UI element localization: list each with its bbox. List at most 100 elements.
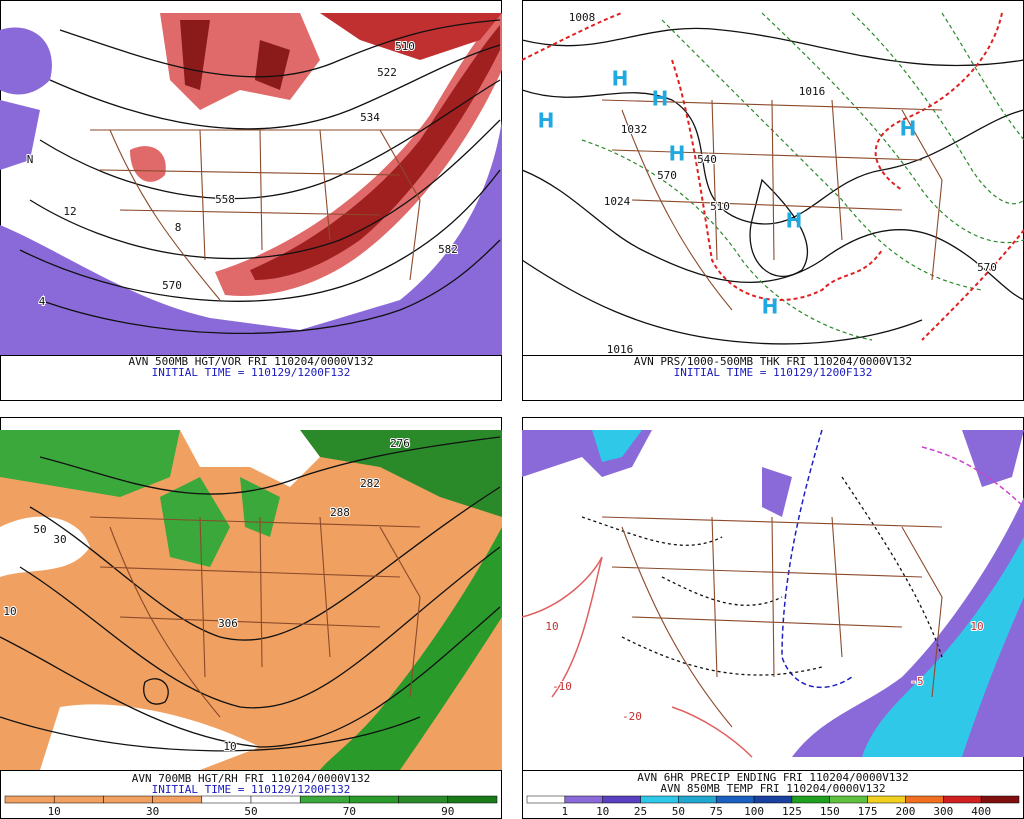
thickness <box>761 12 1024 244</box>
isobar <box>749 178 809 277</box>
contour-label: 12 <box>63 205 76 218</box>
colorbar-swatch <box>447 795 498 804</box>
colorbar-swatch <box>53 795 104 804</box>
contour-label: N <box>27 153 34 166</box>
thickness <box>581 139 873 341</box>
panel-title: AVN 500MB HGT/VOR FRI 110204/0000V132 <box>128 355 373 368</box>
panel-700mb: 10 30 50 70 90 AVN 700MB HGT/RH FRI 110204/0… <box>0 417 502 819</box>
vort-negative <box>0 120 502 355</box>
rh-high <box>0 430 180 497</box>
contour-label: 10 <box>545 620 558 633</box>
isobar <box>522 169 1024 301</box>
rh-high <box>300 430 502 517</box>
panel-title: AVN 6HR PRECIP ENDING FRI 110204/0000V13… <box>637 771 909 784</box>
high-marker: H <box>612 67 629 91</box>
colorbar-label: 200 <box>896 805 916 818</box>
colorbar-swatch <box>943 795 982 804</box>
high-marker: H <box>900 117 917 141</box>
boundary <box>601 516 943 728</box>
thickness-warm <box>874 12 1003 191</box>
colorbar-label: 30 <box>146 805 159 818</box>
vort-positive <box>130 146 166 182</box>
contour-label: 1016 <box>799 85 826 98</box>
colorbar-swatch <box>564 795 603 804</box>
boundary <box>89 516 421 718</box>
thickness-warm <box>921 229 1024 341</box>
panel-subtitle: INITIAL TIME = 110129/1200F132 <box>152 366 351 379</box>
high-marker: H <box>786 209 803 233</box>
colorbar-label: 125 <box>782 805 802 818</box>
colorbar-swatch <box>602 795 641 804</box>
map <box>522 12 1024 345</box>
thickness <box>661 19 983 291</box>
divider <box>0 355 502 356</box>
colorbar-label: 150 <box>820 805 840 818</box>
colorbar-swatch <box>152 795 203 804</box>
precip <box>592 430 642 462</box>
colorbar-label: 90 <box>441 805 454 818</box>
isotherm-zero <box>921 446 1024 508</box>
contour-label: 10 <box>223 740 236 753</box>
colorbar-swatch <box>867 795 906 804</box>
high-marker: H <box>669 142 686 166</box>
colorbar-swatch <box>829 795 868 804</box>
isobar <box>522 27 1024 67</box>
isotherm-warm <box>671 706 753 758</box>
contour-label: 30 <box>53 533 66 546</box>
divider <box>0 770 502 771</box>
map <box>522 429 1024 758</box>
isotherm-warm <box>522 556 603 698</box>
colorbar-swatch <box>678 795 717 804</box>
panel-title: AVN PRS/1000-500MB THK FRI 110204/0000V1… <box>634 355 912 368</box>
panel-title: AVN 700MB HGT/RH FRI 110204/0000V132 <box>132 772 370 785</box>
contour-label: 1024 <box>604 195 631 208</box>
colorbar-swatch <box>201 795 252 804</box>
contour-label: -20 <box>622 710 642 723</box>
contour <box>39 79 501 200</box>
colorbar-swatch <box>980 795 1020 804</box>
colorbar-label: 175 <box>858 805 878 818</box>
divider <box>522 355 1024 356</box>
contour-label: 4 <box>39 295 46 308</box>
contour-label: 570 <box>162 279 182 292</box>
contour <box>0 716 421 752</box>
panel-thickness: AVN PRS/1000-500MB THK FRI 110204/0000V1… <box>522 0 1024 401</box>
isobar <box>522 259 923 345</box>
contour-label: 8 <box>175 221 182 234</box>
contour <box>59 19 501 78</box>
precip <box>862 537 1024 757</box>
colorbar-label: 1 <box>562 805 569 818</box>
colorbar-label: 50 <box>672 805 685 818</box>
panel-subtitle: INITIAL TIME = 110129/1200F132 <box>674 366 873 379</box>
colorbar-swatch <box>398 795 449 804</box>
thickness-warm <box>522 12 623 61</box>
panel-500mb: AVN 500MB HGT/VOR FRI 110204/0000V132INI… <box>0 0 502 401</box>
colorbar: 10 30 50 70 90 <box>4 795 498 818</box>
contour <box>39 239 501 335</box>
contour-label: 510 <box>710 200 730 213</box>
vort-max <box>180 20 290 90</box>
contour-label: 1032 <box>621 123 648 136</box>
colorbar-swatch <box>753 795 793 804</box>
rh-dry <box>40 704 260 770</box>
panel-subtitle: INITIAL TIME = 110129/1200F132 <box>152 783 351 796</box>
contour-label: 558 <box>215 193 235 206</box>
rh-dry <box>180 430 320 487</box>
colorbar-label: 300 <box>933 805 953 818</box>
colorbar-label: 10 <box>596 805 609 818</box>
precip <box>762 430 1024 517</box>
boundary <box>601 99 943 311</box>
rh-high <box>320 527 502 770</box>
contour-label: 522 <box>377 66 397 79</box>
rh-high <box>160 477 280 567</box>
contour-label: 534 <box>360 111 380 124</box>
colorbar-swatch <box>299 795 350 804</box>
contour-label: 582 <box>438 243 458 256</box>
contour-label: 288 <box>330 506 350 519</box>
contour-label: 1016 <box>607 343 634 356</box>
contour-label: -10 <box>552 680 572 693</box>
thickness <box>851 12 1024 205</box>
contour <box>19 546 501 709</box>
contour <box>19 169 501 302</box>
